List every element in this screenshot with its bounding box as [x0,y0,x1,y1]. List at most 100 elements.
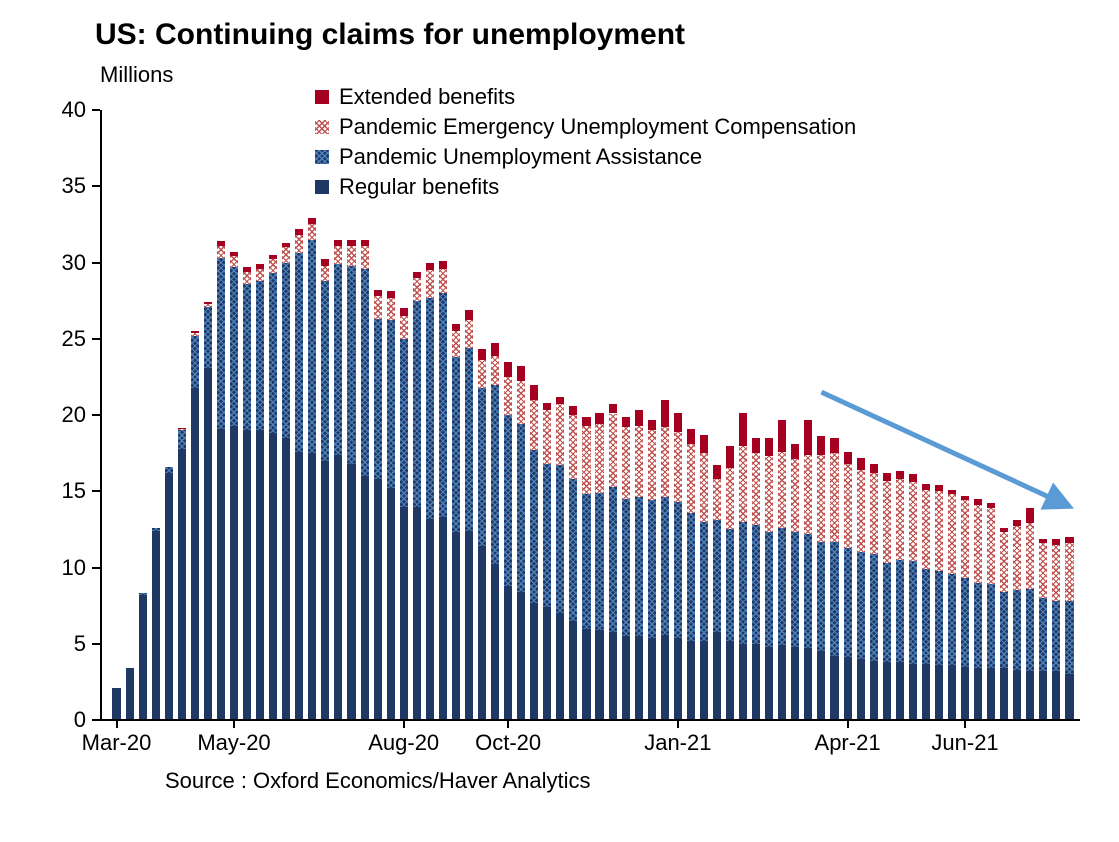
bar-segment-regular [1026,671,1034,720]
bar-segment-extended [295,229,303,235]
bar [374,110,382,720]
bar-segment-pua [635,497,643,636]
bar-segment-peuc [778,452,786,528]
bar-segment-peuc [1026,523,1034,589]
y-tick-label: 30 [62,250,86,276]
bar-segment-extended [361,240,369,246]
y-tick [92,414,100,416]
bar-segment-peuc [830,453,838,541]
bar-segment-regular [1052,671,1060,720]
bar-segment-peuc [935,491,943,570]
bar-segment-peuc [687,444,695,513]
bar-segment-pua [1000,592,1008,668]
bar-segment-regular [1013,670,1021,720]
bar-segment-pua [778,528,786,645]
bar-segment-pua [609,487,617,632]
bar-segment-pua [687,513,695,641]
bar-segment-peuc [530,400,538,450]
y-tick [92,567,100,569]
bar-segment-peuc [269,259,277,273]
bar-segment-peuc [243,272,251,284]
bar-segment-peuc [1000,532,1008,591]
bar-segment-peuc [857,470,865,552]
x-tick [233,720,235,728]
bar-segment-pua [595,493,603,630]
bar-segment-pua [622,499,630,636]
bar-segment-pua [517,424,525,592]
bar [269,110,277,720]
bar [987,110,995,720]
bar-segment-extended [857,458,865,470]
bar [400,110,408,720]
bar [465,110,473,720]
bar-segment-pua [765,532,773,646]
bar [1000,110,1008,720]
bar-segment-peuc [896,479,904,560]
bar-segment-extended [1065,537,1073,543]
bar [739,110,747,720]
bar-segment-extended [556,397,564,405]
bar-segment-pua [648,500,656,637]
y-tick-label: 15 [62,478,86,504]
bar-segment-extended [739,413,747,445]
bar-segment-peuc [648,430,656,500]
y-tick [92,490,100,492]
bar [726,110,734,720]
bar-segment-pua [569,479,577,621]
bar [178,110,186,720]
bar-segment-regular [674,638,682,720]
source-text: Source : Oxford Economics/Haver Analytic… [165,768,591,794]
bar-segment-pua [922,569,930,664]
bar-segment-peuc [595,424,603,493]
bar-segment-regular [387,488,395,720]
bar-segment-regular [112,688,120,720]
bar-segment-extended [909,474,917,482]
bar-segment-extended [804,420,812,455]
legend-swatch [315,90,329,104]
y-axis-label: Millions [100,62,173,88]
bar-segment-peuc [713,479,721,520]
bar-segment-extended [609,404,617,413]
bar [569,110,577,720]
bar-segment-peuc [334,246,342,264]
bar [896,110,904,720]
bar-segment-extended [387,291,395,297]
bar [452,110,460,720]
x-tick [677,720,679,728]
bar-segment-peuc [752,453,760,525]
bar-segment-pua [883,563,891,662]
bar-segment-regular [191,388,199,720]
x-tick [507,720,509,728]
bar-segment-pua [739,522,747,644]
bar [152,110,160,720]
bar [165,110,173,720]
x-tick [116,720,118,728]
bar-segment-peuc [1039,543,1047,598]
bar-segment-extended [230,252,238,257]
bar-segment-regular [961,667,969,720]
bar-segment-peuc [178,429,186,431]
bar-segment-extended [491,343,499,355]
bar [256,110,264,720]
bar-segment-pua [791,532,799,646]
bar-segment-extended [830,438,838,453]
bar-segment-extended [243,267,251,272]
bar-segment-regular [204,368,212,720]
bar-segment-pua [439,293,447,517]
y-tick-label: 5 [74,631,86,657]
bar-segment-pua [217,258,225,429]
bar [1026,110,1034,720]
bar-segment-regular [504,586,512,720]
y-tick [92,185,100,187]
bar-segment-extended [452,324,460,332]
bar-segment-pua [269,273,277,433]
bar-segment-pua [582,494,590,628]
bar-segment-regular [635,636,643,720]
bar-segment-pua [491,385,499,565]
bar-segment-peuc [948,494,956,573]
bar-segment-pua [387,320,395,488]
bar [282,110,290,720]
bar [517,110,525,720]
bar-segment-regular [595,630,603,720]
bar-segment-extended [204,302,212,304]
